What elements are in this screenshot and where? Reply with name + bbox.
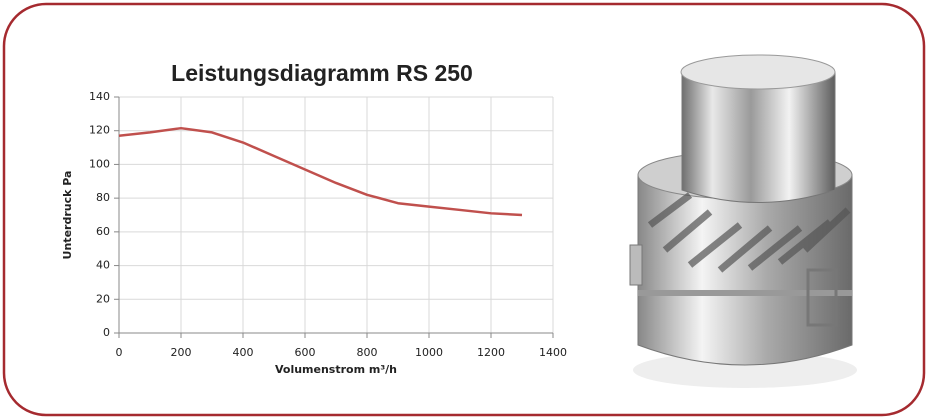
x-tick-label: 1000	[415, 346, 443, 359]
y-tick-label: 20	[96, 292, 110, 305]
x-tick-label: 1400	[539, 346, 567, 359]
y-axis-label: Unterdruck Pa	[61, 171, 74, 260]
x-tick-label: 600	[295, 346, 316, 359]
x-tick-label: 200	[171, 346, 192, 359]
x-axis-label: Volumenstrom m³/h	[275, 363, 397, 376]
y-tick-label: 140	[89, 90, 110, 103]
x-tick-label: 1200	[477, 346, 505, 359]
x-tick-label: 400	[233, 346, 254, 359]
page: Leistungsdiagramm RS 250 Unterdruck Pa V…	[0, 0, 928, 419]
y-tick-label: 60	[96, 225, 110, 238]
y-tick-label: 0	[103, 326, 110, 339]
chart-title: Leistungsdiagramm RS 250	[171, 60, 473, 86]
y-tick-label: 80	[96, 191, 110, 204]
x-tick-label: 0	[116, 346, 123, 359]
y-tick-label: 40	[96, 259, 110, 272]
y-tick-label: 100	[89, 157, 110, 170]
x-tick-label: 800	[357, 346, 378, 359]
y-tick-label: 120	[89, 124, 110, 137]
